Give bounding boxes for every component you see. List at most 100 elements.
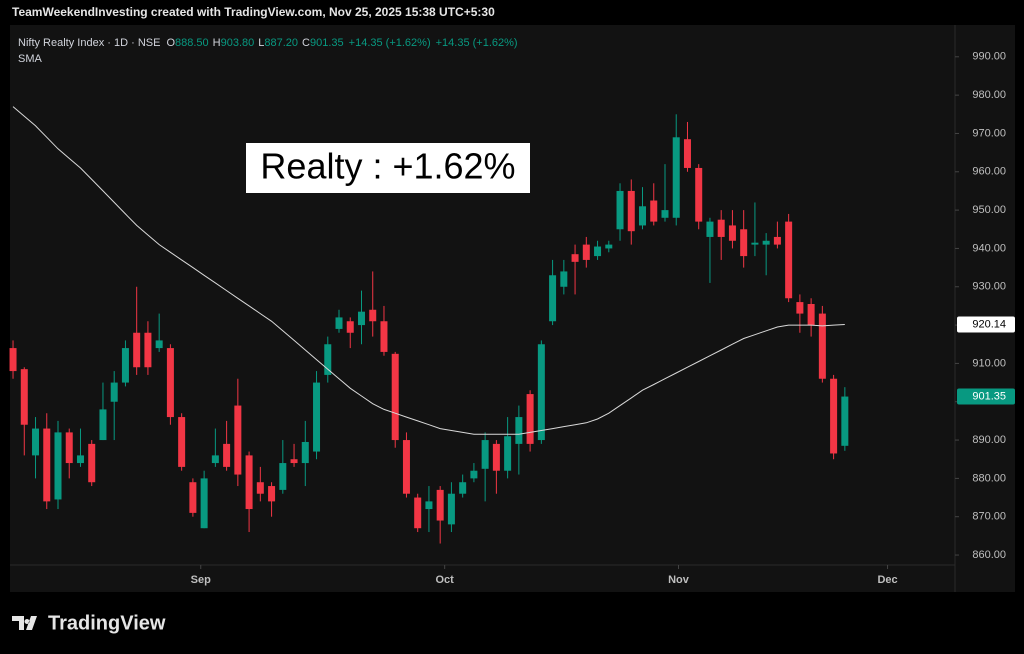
candle-body — [245, 455, 253, 510]
candle-body — [76, 455, 84, 464]
candle-body — [425, 501, 433, 510]
candle-body — [414, 497, 422, 529]
candle-body — [335, 317, 343, 329]
candle-body — [447, 493, 455, 525]
y-tick-label: 910.00 — [972, 357, 1006, 369]
candle-body — [20, 369, 28, 425]
y-tick-label: 860.00 — [972, 549, 1006, 561]
candle-body — [762, 240, 770, 245]
candle-body — [65, 432, 73, 464]
y-tick-label: 940.00 — [972, 242, 1006, 254]
candle-body — [268, 486, 276, 502]
candle-body — [560, 271, 568, 287]
candle-body — [582, 244, 590, 260]
candle-body — [178, 417, 186, 467]
candle-body — [211, 455, 219, 464]
candle-body — [88, 443, 96, 483]
candle-body — [594, 246, 602, 257]
sma-price-label: 920.14 — [972, 318, 1006, 330]
sma-line — [12, 106, 845, 435]
legend-value: 903.80 — [221, 37, 255, 49]
candle-body — [133, 332, 141, 368]
candle-body — [9, 348, 17, 372]
candle-body — [110, 382, 118, 402]
candle-body — [841, 396, 849, 446]
candle-body — [830, 378, 838, 454]
candle-body — [357, 311, 365, 326]
candle-body — [346, 321, 354, 333]
candle-body — [515, 417, 523, 444]
candle-body — [751, 242, 759, 245]
candle-body — [785, 221, 793, 299]
candle-body — [549, 275, 557, 322]
candle-body — [807, 304, 815, 326]
y-tick-label: 950.00 — [972, 204, 1006, 216]
annotation-box — [246, 143, 530, 193]
candle-body — [706, 221, 714, 237]
candle-body — [155, 340, 163, 349]
candle-body — [818, 313, 826, 379]
candle-body — [279, 463, 287, 490]
y-tick-label: 970.00 — [972, 127, 1006, 139]
annotation: Realty : +1.62% — [260, 146, 515, 187]
logo-text: TradingView — [48, 612, 166, 634]
legend-key: C — [302, 37, 310, 49]
candle-body — [639, 206, 647, 226]
candle-body — [605, 244, 613, 249]
candle-body — [301, 441, 309, 464]
candle-body — [627, 190, 635, 232]
y-tick-label: 990.00 — [972, 51, 1006, 63]
candle-body — [537, 344, 545, 441]
candle-body — [200, 478, 208, 529]
legend-value: 887.20 — [264, 37, 298, 49]
candle-body — [672, 137, 680, 218]
candle-body — [616, 190, 624, 230]
candle-body — [380, 321, 388, 352]
candle-body — [121, 348, 129, 383]
candle-body — [43, 428, 51, 502]
legend-value: 888.50 — [175, 37, 209, 49]
candle-body — [391, 353, 399, 441]
candle-body — [526, 394, 534, 444]
candle-body — [481, 440, 489, 469]
x-tick-label: Nov — [668, 574, 690, 586]
candle-body — [313, 382, 321, 452]
candle-body — [324, 344, 332, 375]
logo-icon — [12, 616, 37, 630]
candle-body — [54, 432, 62, 500]
candle-body — [223, 443, 231, 467]
candle-body — [234, 405, 242, 475]
close-price-label: 901.35 — [972, 390, 1006, 402]
x-tick-label: Sep — [191, 574, 211, 586]
legend-change: +14.35 (+1.62%) — [349, 37, 431, 49]
candle-body — [740, 229, 748, 257]
legend-key: O — [166, 37, 175, 49]
candle-body — [32, 428, 40, 456]
candle-body — [773, 236, 781, 245]
legend-value: 901.35 — [310, 37, 344, 49]
y-tick-label: 890.00 — [972, 434, 1006, 446]
indicator-label: SMA — [18, 53, 43, 65]
candle-body — [402, 440, 410, 494]
candle-body — [459, 482, 467, 494]
legend-symbol: Nifty Realty Index · 1D · NSE — [18, 37, 160, 49]
x-tick-label: Dec — [877, 574, 897, 586]
legend-key: L — [258, 37, 264, 49]
y-tick-label: 930.00 — [972, 281, 1006, 293]
logo — [12, 616, 37, 630]
chart-panel — [10, 25, 1015, 592]
candle-body — [650, 200, 658, 222]
candle-body — [728, 225, 736, 241]
y-tick-label: 960.00 — [972, 166, 1006, 178]
candle-body — [717, 219, 725, 237]
candle-body — [683, 139, 691, 168]
candle-body — [256, 482, 264, 494]
y-tick-label: 870.00 — [972, 511, 1006, 523]
candle-body — [661, 210, 669, 218]
y-tick-label: 980.00 — [972, 89, 1006, 101]
close-price-box — [957, 388, 1015, 405]
candle-body — [695, 167, 703, 222]
candle-body — [144, 332, 152, 368]
candle-body — [571, 254, 579, 262]
